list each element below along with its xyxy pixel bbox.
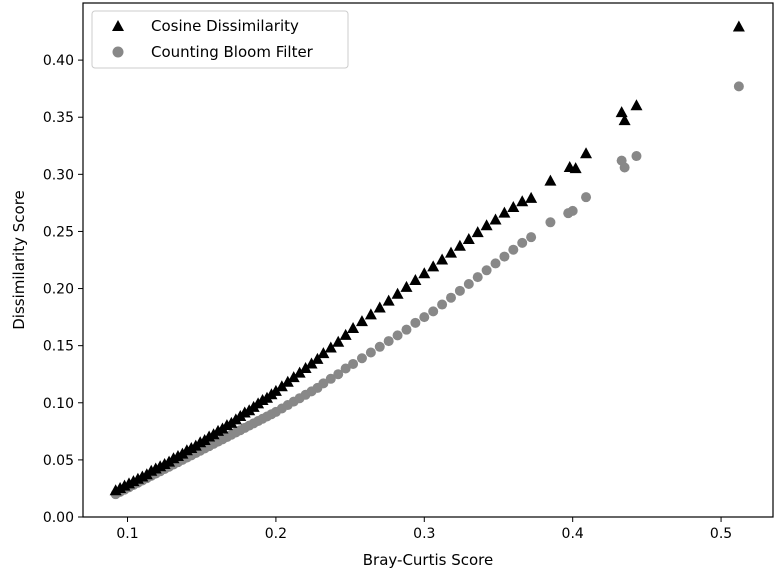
cbf-point — [333, 369, 344, 380]
cosine-point — [471, 226, 484, 238]
cosine-point — [293, 366, 306, 378]
cbf-point — [392, 330, 403, 341]
cbf-point — [401, 324, 412, 335]
cosine-point — [269, 384, 282, 396]
cbf-point — [348, 358, 359, 369]
y-tick-label: 0.15 — [43, 339, 74, 355]
legend-triangle-icon — [112, 20, 124, 31]
cosine-point — [732, 20, 745, 32]
cosine-point — [516, 195, 529, 207]
y-tick-label: 0.05 — [43, 453, 74, 469]
cosine-point — [453, 239, 466, 251]
y-tick-label: 0.00 — [43, 510, 74, 526]
x-tick-label: 0.5 — [710, 526, 732, 542]
cbf-point — [733, 81, 744, 92]
cbf-point — [481, 265, 492, 276]
cosine-point — [332, 335, 345, 347]
cosine-point — [544, 174, 557, 186]
legend-box — [91, 10, 349, 69]
y-tick-label: 0.25 — [43, 224, 74, 240]
cosine-point — [373, 301, 386, 313]
cosine-point — [436, 253, 449, 265]
cosine-point — [347, 322, 360, 334]
cosine-point — [615, 106, 628, 118]
legend-label-cbf: Counting Bloom Filter — [151, 43, 314, 61]
cosine-point — [418, 267, 431, 279]
cosine-point — [569, 162, 582, 174]
cbf-point — [526, 232, 537, 243]
cosine-point — [618, 114, 631, 126]
cbf-point — [490, 258, 501, 269]
cbf-point — [631, 151, 642, 162]
cbf-point — [383, 336, 394, 347]
x-tick-label: 0.3 — [413, 526, 435, 542]
plot-area-frame — [82, 2, 774, 518]
series-cosine-dissimilarity — [109, 20, 745, 496]
cbf-point — [318, 378, 329, 389]
cosine-point — [580, 147, 593, 159]
cbf-point — [340, 363, 351, 374]
y-tick-label: 0.30 — [43, 167, 74, 183]
x-tick-label: 0.2 — [265, 526, 287, 542]
y-axis-title: Dissimilarity Score — [10, 190, 28, 330]
cbf-point — [446, 292, 456, 303]
cbf-point — [356, 353, 367, 364]
y-tick-label: 0.35 — [43, 110, 74, 126]
cosine-point — [281, 375, 294, 387]
cosine-point — [287, 371, 300, 383]
y-tick-label: 0.20 — [43, 282, 74, 298]
cbf-point — [428, 306, 439, 317]
legend-circle-icon — [112, 46, 124, 58]
y-axis: 0.00 0.05 0.10 0.15 0.20 0.25 0.30 0.35 0.40 — [43, 53, 83, 526]
x-tick-label: 0.4 — [562, 526, 584, 542]
x-axis-title: Bray-Curtis Score — [363, 551, 493, 569]
cosine-point — [409, 274, 422, 286]
cosine-point — [507, 200, 520, 212]
cosine-point — [525, 191, 538, 203]
y-tick-label: 0.10 — [43, 396, 74, 412]
cosine-point — [355, 315, 368, 327]
legend: Cosine Dissimilarity Counting Bloom Filt… — [91, 10, 349, 69]
cosine-point — [480, 219, 493, 231]
cosine-point — [630, 99, 643, 111]
x-axis: 0.1 0.2 0.3 0.4 0.5 — [116, 517, 732, 542]
cosine-point — [445, 246, 457, 258]
cosine-point — [275, 380, 288, 392]
cbf-point — [545, 217, 556, 228]
cbf-point — [463, 278, 474, 289]
cbf-point — [410, 317, 421, 328]
cbf-point — [619, 162, 630, 173]
cosine-point — [382, 294, 395, 306]
cbf-point — [454, 285, 465, 296]
cbf-point — [419, 312, 430, 323]
y-tick-label: 0.40 — [43, 53, 74, 69]
cbf-point — [499, 251, 510, 262]
cosine-point — [317, 347, 330, 359]
x-tick-label: 0.1 — [116, 526, 138, 542]
cosine-point — [324, 341, 337, 353]
cosine-point — [339, 328, 352, 340]
cbf-point — [567, 205, 578, 216]
cosine-point — [498, 206, 511, 218]
cbf-point — [472, 272, 483, 283]
cbf-point — [437, 299, 448, 310]
cosine-point — [462, 232, 475, 244]
cbf-point — [581, 192, 592, 203]
cbf-point — [365, 347, 376, 358]
cosine-point — [427, 260, 440, 272]
cosine-point — [364, 308, 377, 320]
legend-label-cosine: Cosine Dissimilarity — [151, 17, 299, 35]
cbf-point — [517, 237, 528, 248]
cosine-point — [305, 357, 318, 369]
cbf-point — [508, 244, 519, 255]
cosine-point — [299, 362, 312, 374]
cosine-point — [311, 352, 324, 364]
cosine-point — [400, 280, 413, 292]
cosine-point — [489, 213, 502, 225]
cosine-point — [391, 287, 404, 299]
cbf-point — [374, 341, 385, 352]
cbf-point — [325, 373, 336, 384]
